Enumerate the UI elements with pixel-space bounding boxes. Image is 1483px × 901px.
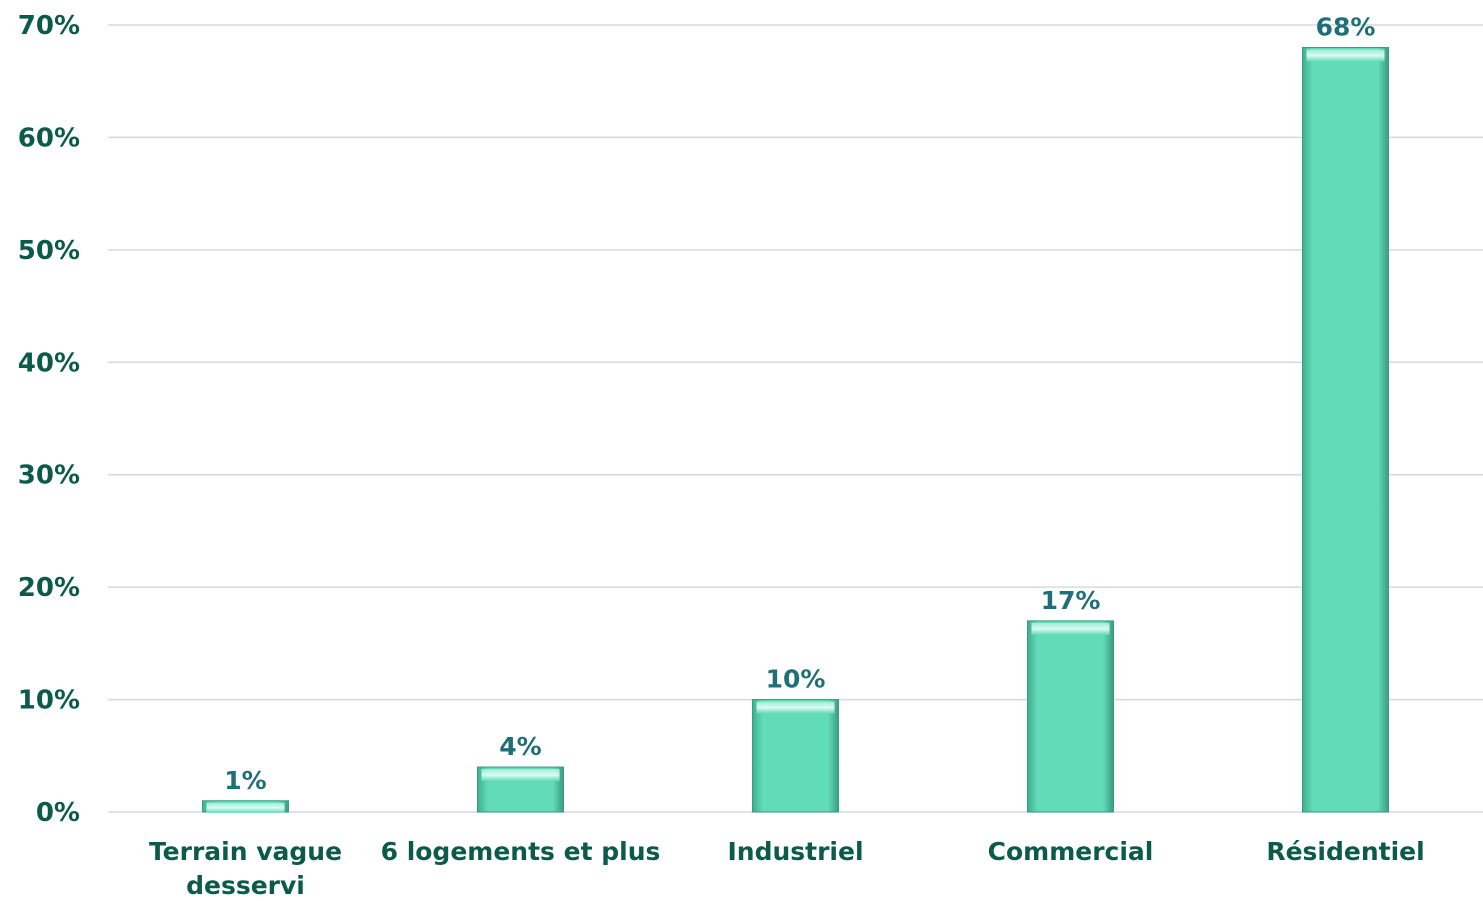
y-tick-label: 20% bbox=[18, 573, 80, 603]
bar-highlight bbox=[1031, 622, 1110, 635]
bar-body bbox=[752, 699, 839, 813]
bar-highlight bbox=[481, 769, 560, 782]
x-tick-label: Commercial bbox=[988, 837, 1154, 866]
bar-highlight bbox=[756, 701, 835, 714]
data-label: 68% bbox=[1316, 12, 1376, 41]
y-axis-tick-labels: 0% 10% 20% 30% 40% 50% 60% 70% bbox=[18, 11, 80, 828]
y-tick-label: 0% bbox=[36, 798, 80, 828]
bar bbox=[752, 699, 839, 813]
x-axis-tick-labels: Terrain vague desservi 6 logements et plus… bbox=[149, 837, 1425, 900]
bar-highlight bbox=[1306, 49, 1385, 62]
bar bbox=[1027, 620, 1114, 813]
data-label: 4% bbox=[499, 732, 541, 761]
x-tick-label: desservi bbox=[186, 871, 305, 900]
x-tick-label: Résidentiel bbox=[1266, 837, 1424, 866]
y-tick-label: 40% bbox=[18, 348, 80, 378]
bars bbox=[202, 46, 1389, 813]
gridlines bbox=[108, 24, 1483, 813]
y-tick-label: 60% bbox=[18, 123, 80, 153]
y-tick-label: 30% bbox=[18, 461, 80, 491]
y-tick-label: 70% bbox=[18, 11, 80, 41]
bar-body bbox=[1027, 620, 1114, 813]
y-tick-label: 50% bbox=[18, 236, 80, 266]
bar bbox=[477, 766, 564, 813]
y-tick-label: 10% bbox=[18, 686, 80, 716]
bar-body bbox=[1302, 46, 1389, 813]
bar bbox=[202, 800, 289, 813]
data-labels: 1% 4% 10% 17% 68% bbox=[224, 12, 1375, 794]
data-label: 10% bbox=[766, 665, 826, 694]
bar-highlight bbox=[206, 802, 285, 813]
x-tick-label: Terrain vague bbox=[149, 837, 342, 866]
x-tick-label: 6 logements et plus bbox=[381, 837, 661, 866]
data-label: 17% bbox=[1041, 586, 1101, 615]
x-tick-label: Industriel bbox=[727, 837, 863, 866]
data-label: 1% bbox=[224, 766, 266, 795]
bar bbox=[1302, 46, 1389, 813]
